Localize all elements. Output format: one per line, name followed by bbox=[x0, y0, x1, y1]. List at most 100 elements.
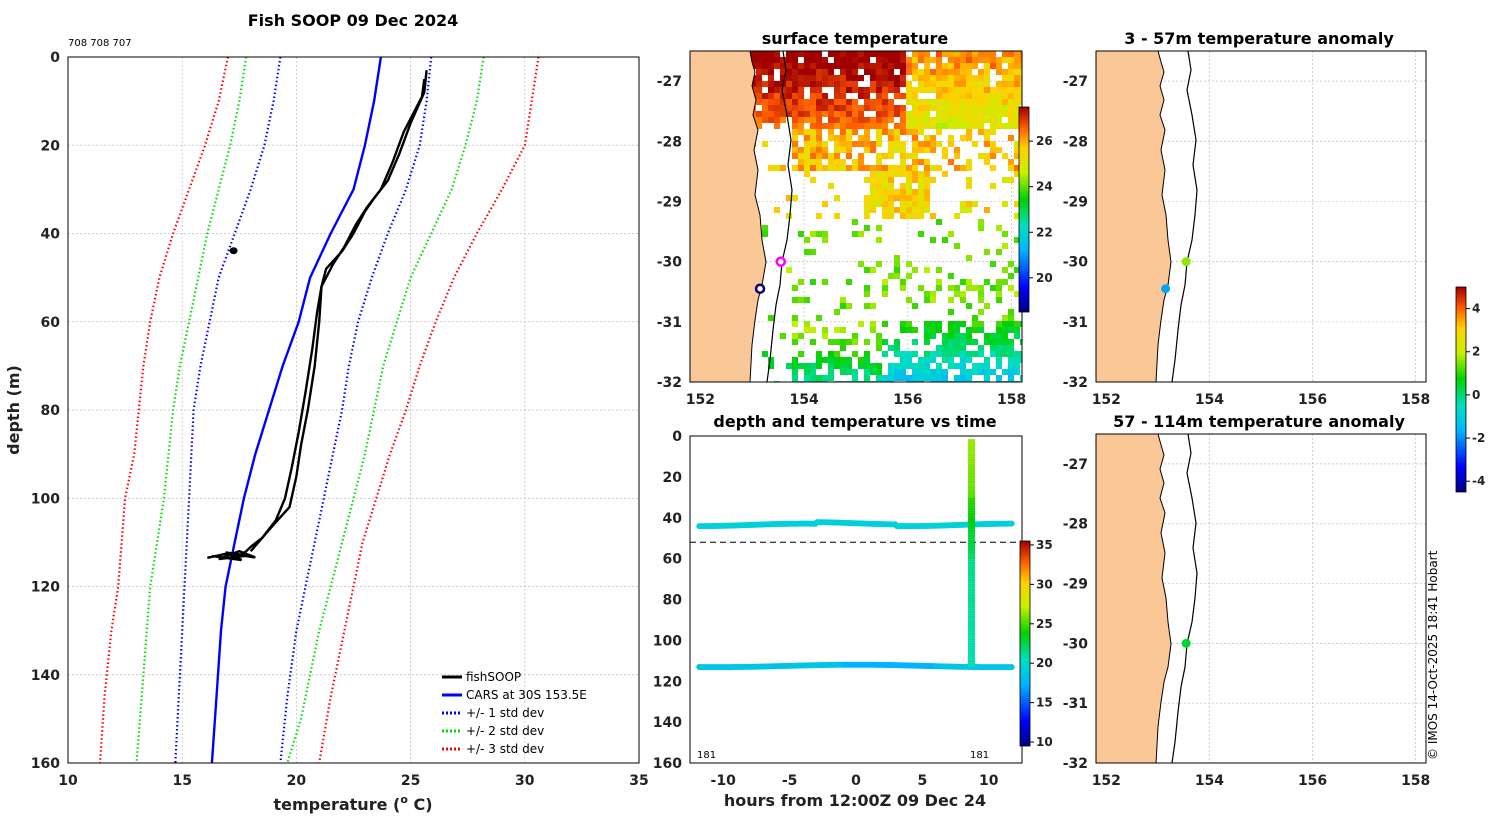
sst-cell bbox=[918, 105, 924, 111]
sst-cell bbox=[816, 357, 822, 363]
sst-cell bbox=[846, 63, 852, 69]
sst-cell bbox=[804, 57, 810, 63]
sst-cell bbox=[966, 303, 972, 309]
cast-point bbox=[968, 446, 976, 449]
sst-cell bbox=[846, 69, 852, 75]
cast-point bbox=[968, 461, 976, 464]
sst-cell bbox=[924, 123, 930, 129]
sst-cell bbox=[948, 327, 954, 333]
sst-cell bbox=[864, 87, 870, 93]
cast-point bbox=[968, 520, 976, 523]
sst-cell bbox=[996, 375, 1002, 381]
sst-cell bbox=[894, 171, 900, 177]
sst-cell bbox=[840, 105, 846, 111]
sst-cell bbox=[924, 327, 930, 333]
sst-cell bbox=[888, 189, 894, 195]
sst-cell bbox=[804, 99, 810, 105]
map-y-tick: -32 bbox=[657, 375, 682, 391]
sst-cell bbox=[924, 147, 930, 153]
sst-cell bbox=[930, 57, 936, 63]
sst-cell bbox=[1008, 345, 1014, 351]
sst-cell bbox=[804, 51, 810, 57]
sst-cell bbox=[948, 351, 954, 357]
sst-cell bbox=[996, 297, 1002, 303]
sst-cell bbox=[1014, 105, 1020, 111]
sst-cell bbox=[804, 147, 810, 153]
sst-cell bbox=[990, 369, 996, 375]
sst-cell bbox=[792, 87, 798, 93]
cast-point bbox=[968, 588, 976, 592]
sst-cell bbox=[816, 93, 822, 99]
sst-cell bbox=[858, 93, 864, 99]
sst-cell bbox=[888, 165, 894, 171]
sst-cell bbox=[882, 279, 888, 285]
sst-cell bbox=[792, 129, 798, 135]
sst-cell bbox=[1020, 99, 1022, 105]
sst-cell bbox=[1008, 315, 1014, 321]
sst-cell bbox=[912, 189, 918, 195]
sst-cell bbox=[918, 117, 924, 123]
sst-cell bbox=[930, 123, 936, 129]
track-point-lower bbox=[1008, 664, 1015, 671]
sst-cell bbox=[1002, 351, 1008, 357]
cast-point bbox=[968, 532, 976, 535]
sst-cell bbox=[876, 261, 882, 267]
cast-point bbox=[968, 586, 976, 589]
sst-cell bbox=[960, 75, 966, 81]
sst-cell bbox=[792, 111, 798, 117]
sst-cell bbox=[936, 129, 942, 135]
colorbar-tick-label: 0 bbox=[1472, 388, 1480, 402]
x-tick-label: 15 bbox=[172, 773, 191, 789]
sst-cell bbox=[816, 315, 822, 321]
sst-cell bbox=[954, 105, 960, 111]
sst-cell bbox=[894, 87, 900, 93]
sst-cell bbox=[942, 357, 948, 363]
sst-cell bbox=[870, 81, 876, 87]
sst-cell bbox=[888, 135, 894, 141]
sst-cell bbox=[906, 363, 912, 369]
sst-cell bbox=[972, 201, 978, 207]
sst-cell bbox=[984, 249, 990, 255]
sst-cell bbox=[876, 237, 882, 243]
sst-cell bbox=[990, 123, 996, 129]
sst-cell bbox=[870, 75, 876, 81]
sst-cell bbox=[894, 105, 900, 111]
sst-cell bbox=[762, 63, 768, 69]
sst-cell bbox=[828, 111, 834, 117]
sst-cell bbox=[942, 123, 948, 129]
sst-cell bbox=[834, 105, 840, 111]
sst-cell bbox=[984, 111, 990, 117]
sst-cell bbox=[816, 351, 822, 357]
sst-cell bbox=[1002, 69, 1008, 75]
y-tick-label: 60 bbox=[663, 552, 683, 568]
sst-cell bbox=[870, 177, 876, 183]
sst-cell bbox=[798, 81, 804, 87]
sst-cell bbox=[900, 93, 906, 99]
legend-label-std3: +/- 3 std dev bbox=[466, 742, 544, 756]
sst-cell bbox=[792, 165, 798, 171]
sst-cell bbox=[954, 57, 960, 63]
sst-cell bbox=[840, 363, 846, 369]
sst-cell bbox=[900, 153, 906, 159]
sst-cell bbox=[1014, 357, 1020, 363]
sst-cell bbox=[972, 57, 978, 63]
sst-cell bbox=[888, 87, 894, 93]
sst-cell bbox=[990, 111, 996, 117]
sst-cell bbox=[936, 267, 942, 273]
sst-cell bbox=[936, 375, 942, 381]
sst-cell bbox=[1014, 171, 1020, 177]
sst-cell bbox=[990, 351, 996, 357]
sst-cell bbox=[996, 291, 1002, 297]
sst-cell bbox=[984, 135, 990, 141]
sst-cell bbox=[924, 75, 930, 81]
sst-cell bbox=[876, 135, 882, 141]
sst-cell bbox=[822, 165, 828, 171]
sst-cell bbox=[972, 87, 978, 93]
sst-cell bbox=[984, 129, 990, 135]
sst-cell bbox=[936, 369, 942, 375]
sst-cell bbox=[1020, 69, 1022, 75]
sst-cell bbox=[888, 141, 894, 147]
sst-cell bbox=[966, 351, 972, 357]
sst-cell bbox=[816, 135, 822, 141]
cast-point bbox=[968, 488, 976, 491]
